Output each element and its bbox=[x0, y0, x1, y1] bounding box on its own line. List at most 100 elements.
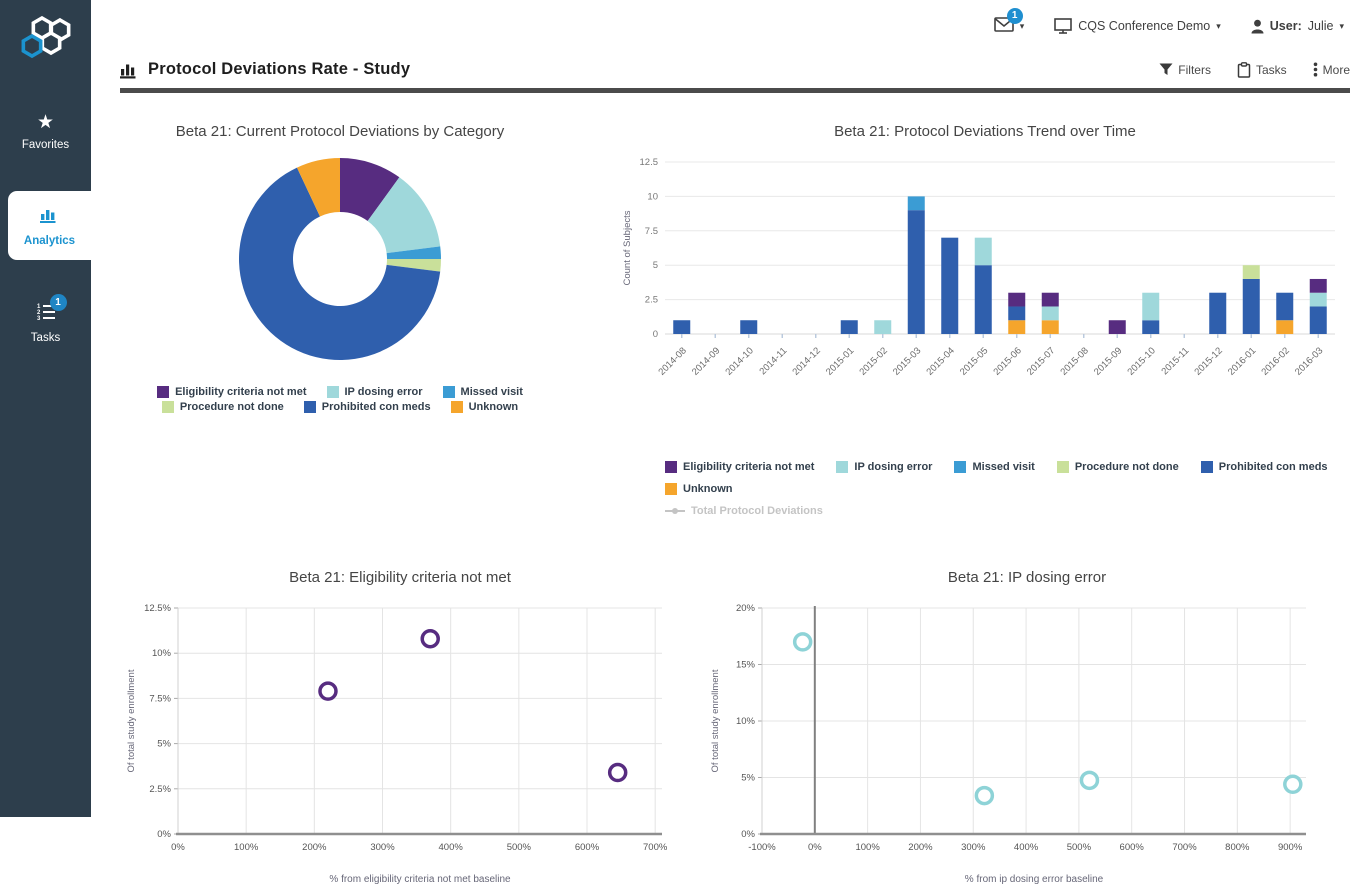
svg-text:200%: 200% bbox=[302, 842, 327, 853]
legend-swatch bbox=[954, 461, 967, 473]
bar-segment bbox=[1276, 320, 1294, 334]
app-logo-icon[interactable] bbox=[18, 16, 74, 68]
bar-segment bbox=[1209, 292, 1227, 334]
legend-row: Eligibility criteria not met IP dosing er… bbox=[157, 386, 523, 398]
svg-text:100%: 100% bbox=[855, 842, 880, 853]
monitor-icon bbox=[1054, 18, 1073, 34]
sidebar-item-analytics[interactable]: Analytics bbox=[8, 191, 91, 260]
more-button[interactable]: More bbox=[1313, 62, 1350, 77]
donut-segment bbox=[296, 158, 340, 217]
legend-item[interactable]: Prohibited con meds bbox=[303, 401, 431, 413]
legend-label: Eligibility criteria not met bbox=[175, 386, 307, 398]
bar-segment bbox=[1242, 265, 1260, 279]
legend-item[interactable]: Missed visit bbox=[442, 386, 523, 398]
study-selector[interactable]: CQS Conference Demo ▾ bbox=[1054, 18, 1221, 34]
star-icon: ★ bbox=[36, 112, 55, 133]
svg-text:Of total study enrollment: Of total study enrollment bbox=[710, 669, 721, 772]
bar-segment bbox=[1142, 320, 1160, 334]
bar-segment bbox=[673, 320, 691, 334]
legend-item[interactable]: Procedure not done bbox=[161, 401, 284, 413]
bar-segment bbox=[941, 237, 959, 334]
svg-text:2014-11: 2014-11 bbox=[757, 345, 789, 377]
scatter-point bbox=[420, 628, 440, 649]
legend-swatch bbox=[161, 401, 174, 413]
user-menu[interactable]: User: Julie ▾ bbox=[1251, 19, 1344, 34]
svg-text:20%: 20% bbox=[736, 603, 756, 614]
bar-segment bbox=[1242, 278, 1260, 334]
more-label: More bbox=[1322, 62, 1350, 77]
svg-text:7.5: 7.5 bbox=[645, 226, 658, 237]
donut-segment bbox=[386, 259, 441, 272]
legend-swatch bbox=[1056, 461, 1069, 473]
scatter-point bbox=[974, 785, 995, 806]
svg-text:% from eligibility criteria no: % from eligibility criteria not met base… bbox=[329, 874, 511, 885]
svg-text:2015-09: 2015-09 bbox=[1092, 345, 1124, 377]
legend-item[interactable]: Eligibility criteria not met bbox=[157, 386, 307, 398]
svg-text:2015-11: 2015-11 bbox=[1159, 345, 1191, 377]
legend-swatch bbox=[450, 401, 463, 413]
svg-text:2014-08: 2014-08 bbox=[656, 345, 688, 377]
svg-text:% from ip dosing error baselin: % from ip dosing error baseline bbox=[965, 874, 1104, 885]
notifications-button[interactable]: 1 ▾ bbox=[993, 8, 1025, 35]
svg-text:12.5: 12.5 bbox=[640, 157, 659, 168]
legend-row: Procedure not done Prohibited con meds Unk… bbox=[161, 401, 519, 413]
sidebar-item-label: Analytics bbox=[23, 235, 76, 247]
sidebar-item-favorites[interactable]: ★ Favorites bbox=[0, 112, 91, 151]
legend-item[interactable]: Procedure not done bbox=[1056, 461, 1179, 473]
more-dots-icon bbox=[1313, 62, 1317, 77]
svg-text:15%: 15% bbox=[736, 660, 756, 671]
filters-button[interactable]: Filters bbox=[1159, 63, 1211, 77]
donut-legend: Eligibility criteria not met IP dosing er… bbox=[120, 386, 560, 413]
legend-item[interactable]: IP dosing error bbox=[326, 386, 423, 398]
svg-text:2016-03: 2016-03 bbox=[1293, 345, 1325, 377]
tasks-button[interactable]: Tasks bbox=[1237, 61, 1287, 78]
legend-label: Missed visit bbox=[460, 386, 523, 398]
scatter-chart-canvas: -100% 0% 100% 200% 300% 400% 500% 600% 700% 800% 9… bbox=[710, 603, 1306, 885]
legend-label: Missed visit bbox=[972, 461, 1035, 473]
scatter-point bbox=[792, 632, 813, 652]
svg-text:0%: 0% bbox=[741, 829, 755, 840]
svg-text:10: 10 bbox=[647, 191, 658, 202]
legend-item[interactable]: Unknown bbox=[665, 483, 733, 495]
svg-text:700%: 700% bbox=[643, 842, 668, 853]
bar-segment bbox=[1041, 292, 1059, 307]
bar-legend: Eligibility criteria not met IP dosing er… bbox=[665, 461, 1350, 517]
legend-item[interactable]: Eligibility criteria not met bbox=[665, 461, 814, 473]
tasks-label: Tasks bbox=[1255, 62, 1287, 77]
svg-text:200%: 200% bbox=[908, 842, 933, 853]
caret-down-icon: ▾ bbox=[1216, 20, 1221, 31]
legend-label: Prohibited con meds bbox=[1218, 461, 1328, 473]
bar-segment bbox=[874, 320, 892, 334]
legend-item[interactable]: IP dosing error bbox=[836, 461, 932, 473]
legend-label: IP dosing error bbox=[344, 386, 423, 398]
legend-item[interactable]: Unknown bbox=[450, 401, 519, 413]
filter-funnel-icon bbox=[1159, 63, 1173, 75]
legend-item[interactable]: Missed visit bbox=[954, 461, 1035, 473]
svg-text:400%: 400% bbox=[1014, 842, 1039, 853]
svg-text:2015-01: 2015-01 bbox=[824, 345, 856, 377]
donut-chart-canvas bbox=[238, 158, 441, 360]
svg-text:300%: 300% bbox=[370, 842, 395, 853]
svg-text:10%: 10% bbox=[736, 716, 756, 727]
chart-title: Beta 21: Protocol Deviations Trend over … bbox=[834, 123, 1136, 140]
chart-title: Beta 21: Current Protocol Deviations by … bbox=[175, 123, 505, 140]
legend-swatch bbox=[303, 401, 316, 413]
donut-chart-section: Beta 21: Current Protocol Deviations by … bbox=[120, 123, 620, 517]
svg-text:2015-04: 2015-04 bbox=[924, 345, 956, 377]
legend-label: Prohibited con meds bbox=[321, 401, 431, 413]
legend-item-disabled[interactable]: Total Protocol Deviations bbox=[665, 505, 1350, 517]
caret-down-icon: ▾ bbox=[1019, 20, 1025, 31]
legend-swatch bbox=[326, 386, 339, 398]
user-icon bbox=[1251, 19, 1264, 33]
legend-label: Unknown bbox=[468, 401, 519, 413]
svg-text:5%: 5% bbox=[741, 773, 755, 784]
svg-text:2015-07: 2015-07 bbox=[1025, 345, 1057, 377]
svg-text:-100%: -100% bbox=[748, 842, 776, 853]
legend-item[interactable]: Prohibited con meds bbox=[1200, 461, 1328, 473]
svg-text:2015-05: 2015-05 bbox=[958, 345, 990, 377]
svg-text:2015-08: 2015-08 bbox=[1058, 345, 1090, 377]
scatter-point bbox=[1079, 770, 1100, 791]
bar-segment bbox=[974, 265, 992, 334]
